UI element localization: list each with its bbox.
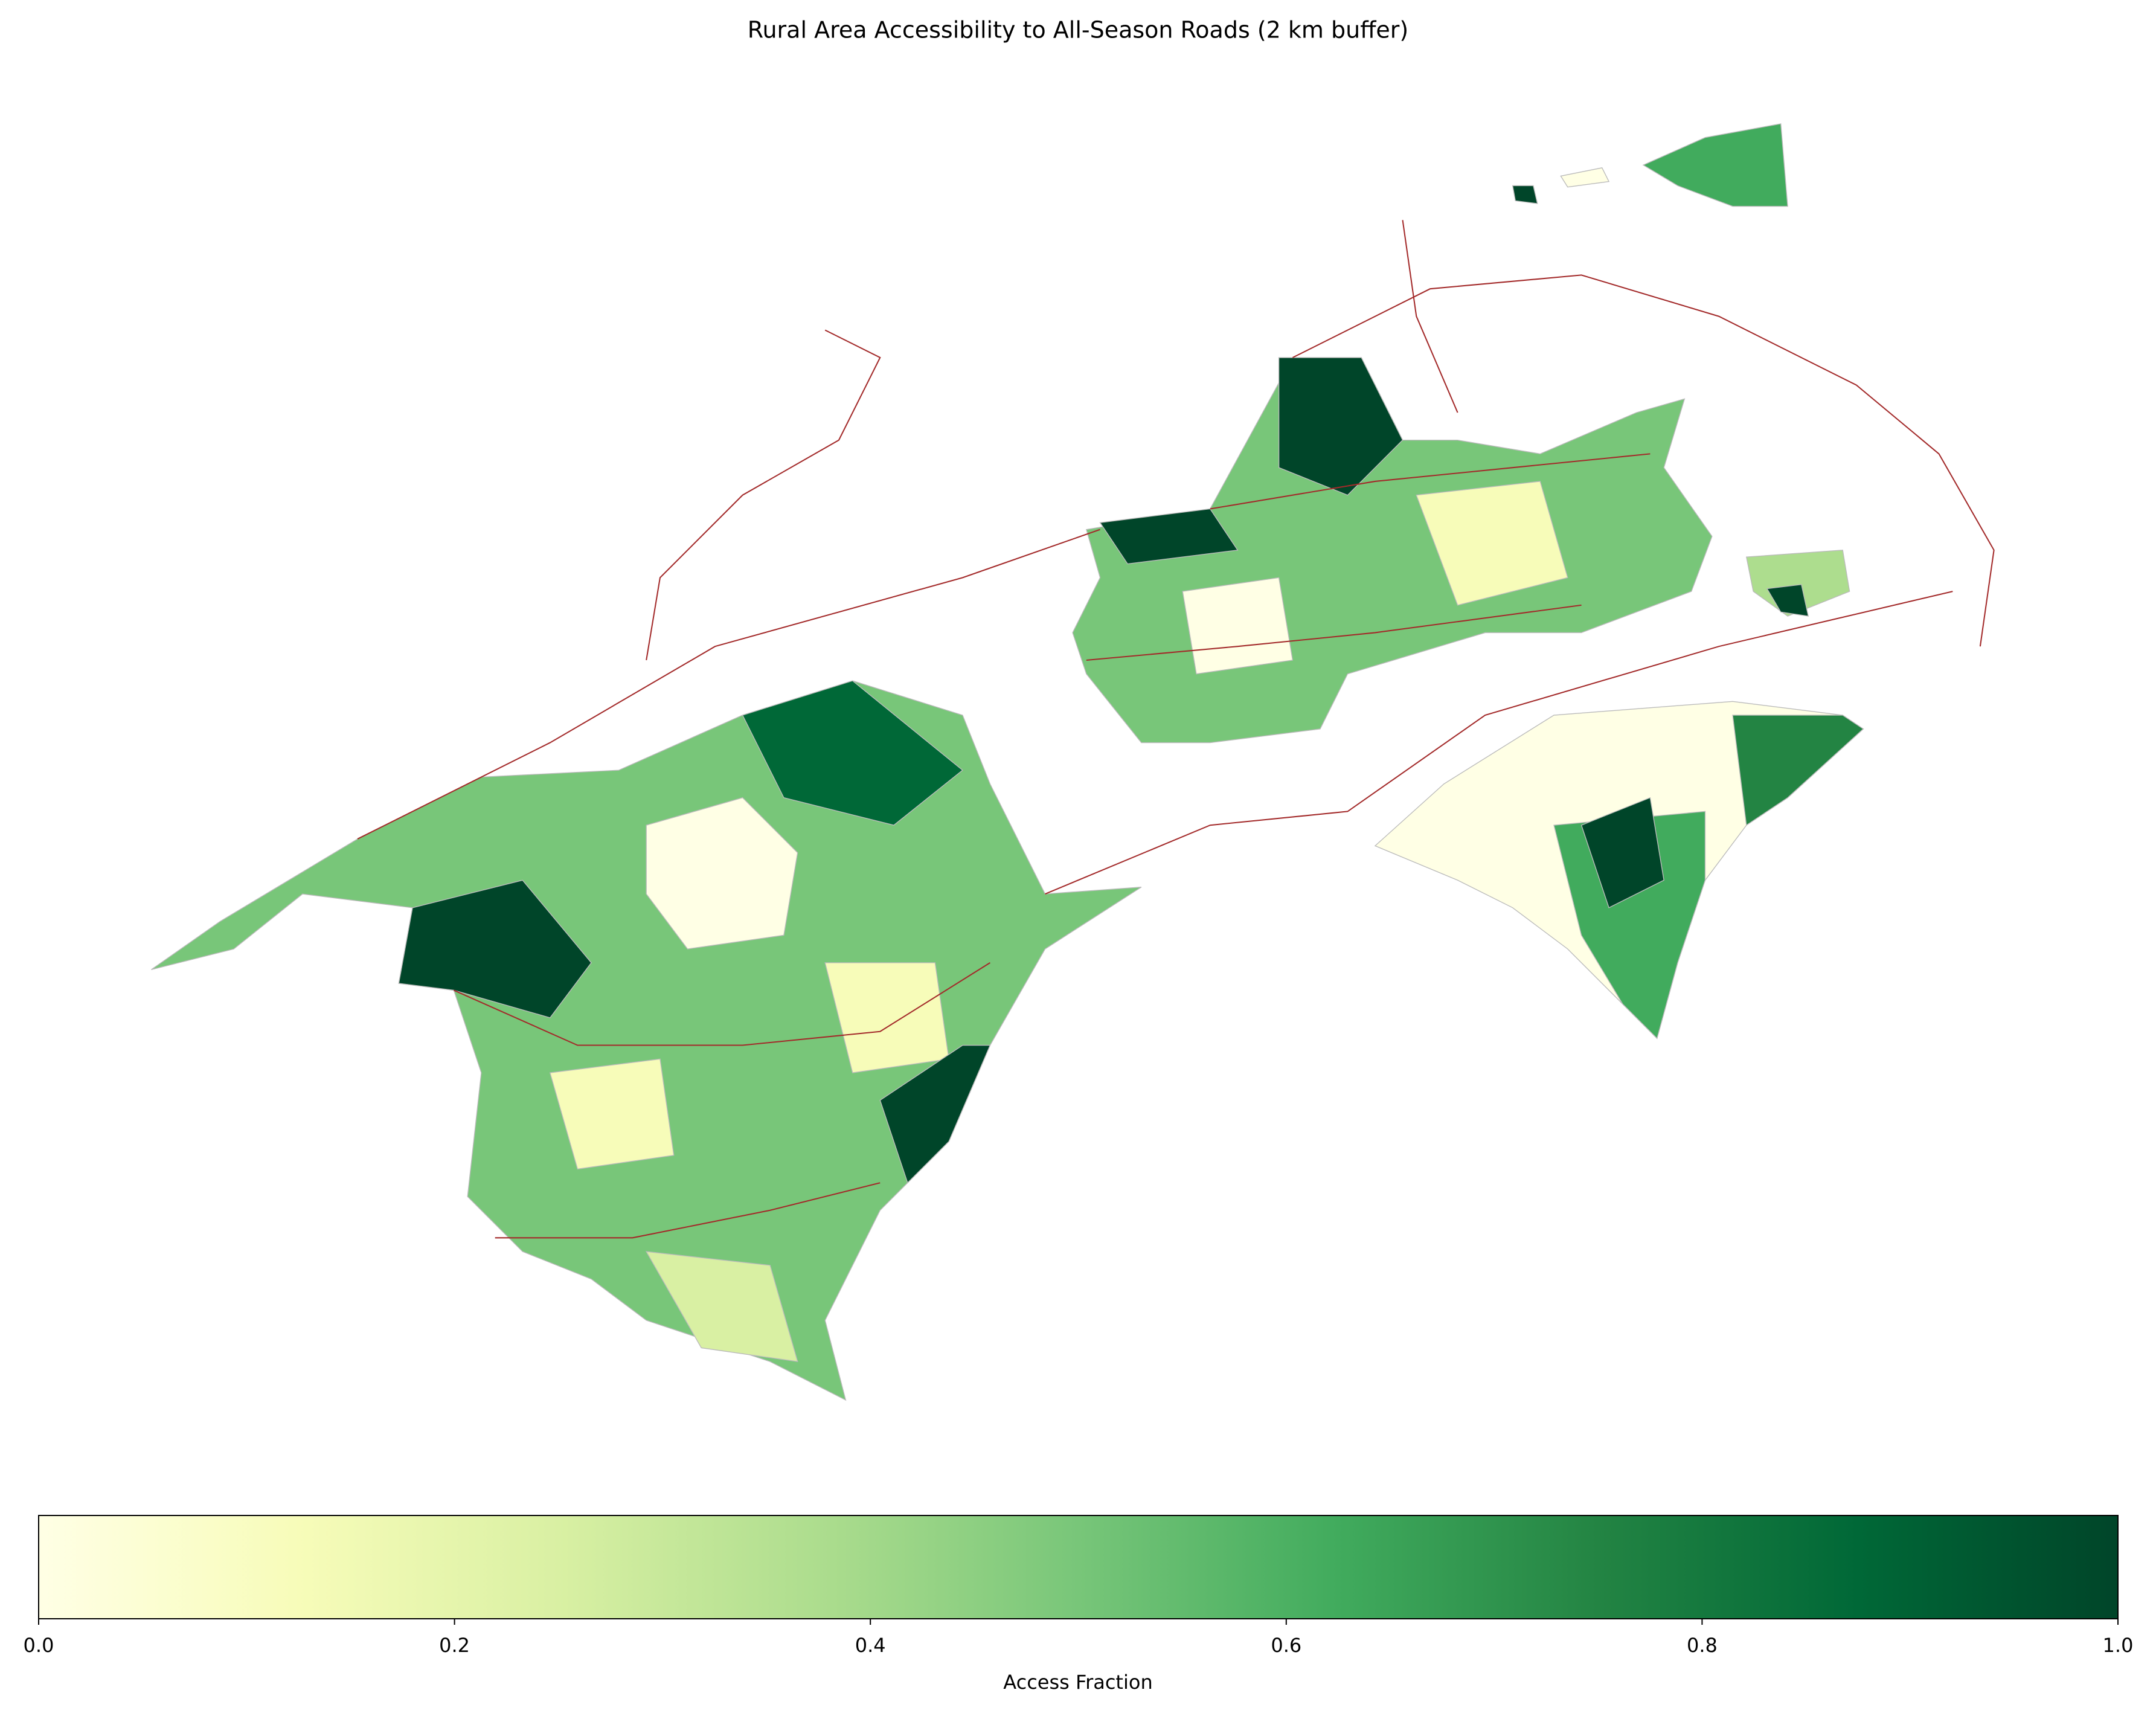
road bbox=[1402, 220, 1458, 413]
x-tick-label: 0.2 bbox=[439, 1634, 470, 1657]
region bbox=[742, 680, 963, 826]
road bbox=[646, 329, 881, 661]
region bbox=[1560, 167, 1610, 188]
region bbox=[151, 680, 1142, 1401]
road bbox=[1086, 604, 1582, 661]
x-tick-label: 0.6 bbox=[1271, 1634, 1301, 1657]
region bbox=[1278, 357, 1404, 496]
x-tick-label: 0.4 bbox=[855, 1634, 886, 1657]
region bbox=[879, 1044, 991, 1184]
region bbox=[1553, 811, 1706, 1040]
region bbox=[646, 797, 798, 950]
region bbox=[645, 1251, 798, 1363]
road bbox=[357, 529, 1100, 840]
region bbox=[1766, 583, 1809, 617]
road bbox=[453, 962, 990, 1046]
region bbox=[1580, 797, 1664, 908]
region bbox=[1512, 185, 1538, 204]
region bbox=[549, 1058, 675, 1170]
x-tick-label: 0.0 bbox=[24, 1634, 54, 1657]
x-tick-label: 0.8 bbox=[1687, 1634, 1718, 1657]
region bbox=[1182, 577, 1294, 675]
x-tick-label: 1.0 bbox=[2103, 1634, 2134, 1657]
road bbox=[1292, 274, 1995, 647]
region bbox=[398, 879, 592, 1018]
region bbox=[1416, 481, 1568, 606]
region bbox=[1099, 508, 1239, 565]
region bbox=[1745, 550, 1850, 617]
map bbox=[151, 123, 1995, 1401]
region bbox=[1642, 123, 1788, 207]
road bbox=[1045, 591, 1953, 895]
road bbox=[1210, 453, 1651, 510]
colorbar bbox=[38, 1515, 2119, 1619]
chart-title: Rural Area Accessibility to All-Season R… bbox=[748, 17, 1408, 43]
region bbox=[1732, 715, 1864, 826]
colorbar-label: Access Fraction bbox=[1003, 1671, 1152, 1694]
road bbox=[495, 1182, 881, 1239]
